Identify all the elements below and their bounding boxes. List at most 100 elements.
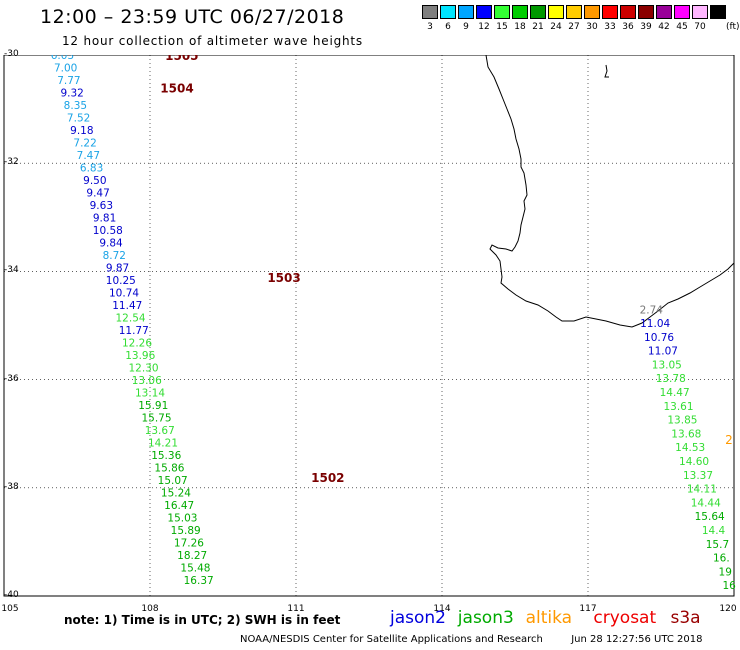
latitude-tick-label: -40 (4, 590, 19, 600)
wave-height-value: 13.05 (652, 359, 682, 371)
wave-height-value: 15.89 (171, 525, 201, 537)
orbit-number-label: 1505 (165, 55, 198, 63)
legend-swatch (710, 5, 726, 19)
legend-swatch (602, 5, 618, 19)
longitude-tick-label: 114 (433, 604, 451, 614)
satellite-legend-altika: altika (525, 608, 573, 628)
wave-height-value: 17.26 (174, 537, 204, 549)
legend-label: 24 (550, 22, 562, 32)
wave-height-value: 11.77 (119, 325, 149, 337)
wave-height-value: 9.32 (60, 87, 83, 99)
wave-height-value: 15.48 (180, 562, 210, 574)
generated-timestamp: Jun 28 12:27:56 UTC 2018 (571, 634, 703, 645)
legend-label: 30 (586, 22, 598, 32)
wave-height-value: 10.25 (106, 275, 136, 287)
wave-height-value: 16.47 (164, 500, 194, 512)
wave-height-value: 13.14 (135, 387, 165, 399)
wave-height-value: 10.58 (93, 225, 123, 237)
orbit-number-label: 1503 (267, 271, 300, 285)
wave-height-value: 13.06 (132, 375, 162, 387)
legend-swatch (566, 5, 582, 19)
map-title: 12:00 – 23:59 UTC 06/27/2018 (40, 6, 345, 28)
clipped-edge-label: 2 (725, 433, 733, 447)
latitude-tick-label: -36 (4, 373, 19, 384)
legend-swatch (692, 5, 708, 19)
legend-label: 70 (694, 22, 706, 32)
wave-height-value: 9.87 (106, 262, 129, 274)
wave-height-value: 6.03 (51, 55, 74, 62)
credit-text: NOAA/NESDIS Center for Satellite Applica… (240, 634, 543, 645)
map-subtitle: 12 hour collection of altimeter wave hei… (62, 34, 363, 48)
wave-height-value: 9.47 (86, 187, 109, 199)
wave-height-value: 7.22 (73, 137, 96, 149)
wave-height-value: 18.27 (177, 550, 207, 562)
legend-swatch (476, 5, 492, 19)
footer-note: note: 1) Time is in UTC; 2) SWH is in fe… (64, 613, 341, 627)
coastline-southwest-australia (485, 54, 735, 328)
wave-height-value: 6.83 (80, 162, 103, 174)
wave-height-value: 15.91 (138, 400, 168, 412)
wave-height-value: 19 (719, 566, 732, 578)
longitude-tick-label: 105 (1, 604, 19, 614)
wave-height-value: 15.36 (151, 450, 181, 462)
latitude-tick-label: -30 (4, 49, 19, 59)
legend-label: 12 (478, 22, 490, 32)
wave-height-value: 15.64 (695, 511, 725, 523)
altimeter-tracks: 6.037.007.779.328.357.529.187.227.476.83… (51, 49, 736, 592)
satellite-legend-jason2: jason2 (390, 608, 446, 628)
longitude-tick-label: 111 (287, 604, 305, 614)
wave-height-value: 11.07 (648, 346, 678, 358)
wave-height-value: 13.96 (125, 350, 155, 362)
legend-label: 3 (427, 22, 433, 32)
legend-label: 45 (676, 22, 688, 32)
legend-swatch (512, 5, 528, 19)
legend-label: 36 (622, 22, 634, 32)
wave-height-value: 15.7 (706, 539, 729, 551)
wave-height-value: 11.47 (112, 300, 142, 312)
wave-height-value: 12.26 (122, 337, 152, 349)
graticule (3, 54, 735, 597)
map-canvas: 6.037.007.779.328.357.529.187.227.476.83… (3, 49, 736, 597)
legend-swatch (494, 5, 510, 19)
wave-height-value: 13.85 (667, 415, 697, 427)
wave-height-value: 9.50 (83, 175, 106, 187)
satellite-legend-jason3: jason3 (457, 608, 514, 628)
legend-swatch (530, 5, 546, 19)
wave-height-value: 12.30 (128, 362, 158, 374)
wave-height-value: 14.11 (687, 484, 717, 496)
legend-unit: (ft) (726, 22, 740, 32)
longitude-tick-label: 117 (579, 604, 597, 614)
latitude-tick-label: -38 (4, 481, 19, 492)
wave-height-value: 9.84 (99, 237, 123, 249)
wave-height-value: 13.37 (683, 470, 713, 482)
wave-height-value: 14.4 (702, 525, 726, 537)
wave-height-value: 8.35 (64, 100, 87, 112)
wave-height-value: 7.47 (77, 150, 100, 162)
coastline-fragment-north (604, 64, 609, 78)
wave-height-value: 13.68 (671, 428, 701, 440)
wave-height-value: 9.18 (70, 125, 93, 137)
wave-height-value: 11.04 (640, 318, 670, 330)
wave-height-value: 14.53 (675, 442, 705, 454)
orbit-number-label: 1504 (160, 81, 193, 95)
legend-label: 27 (568, 22, 580, 32)
wave-height-value: 15.24 (161, 487, 191, 499)
legend-label: 33 (604, 22, 616, 32)
wave-height-value: 14.21 (148, 437, 178, 449)
legend-swatch (656, 5, 672, 19)
wave-height-value: 13.78 (656, 373, 686, 385)
legend-label: 18 (514, 22, 526, 32)
wave-height-value: 16.37 (184, 575, 214, 587)
legend-label: 21 (532, 22, 544, 32)
wave-height-value: 14.47 (660, 387, 690, 399)
legend-swatch (638, 5, 654, 19)
wave-height-value: 2.74 (640, 304, 664, 316)
wave-height-value: 9.63 (90, 200, 113, 212)
wave-height-value: 13.61 (663, 401, 693, 413)
wave-height-value: 8.72 (103, 250, 126, 262)
legend-swatch (422, 5, 438, 19)
wave-height-value: 15.07 (158, 475, 188, 487)
wave-height-value: 7.52 (67, 112, 90, 124)
map-frame (3, 54, 735, 597)
wave-height-value: 15.03 (167, 512, 197, 524)
